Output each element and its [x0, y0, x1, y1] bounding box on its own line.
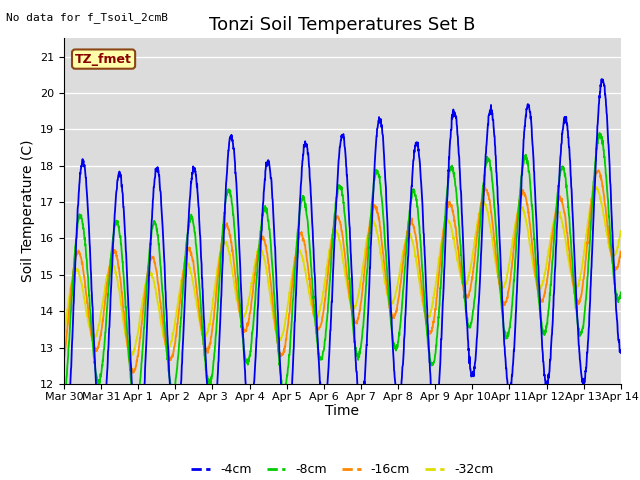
Title: Tonzi Soil Temperatures Set B: Tonzi Soil Temperatures Set B [209, 16, 476, 34]
Text: TZ_fmet: TZ_fmet [75, 53, 132, 66]
X-axis label: Time: Time [325, 405, 360, 419]
Legend: -4cm, -8cm, -16cm, -32cm: -4cm, -8cm, -16cm, -32cm [186, 458, 499, 480]
Text: No data for f_Tsoil_2cmB: No data for f_Tsoil_2cmB [6, 12, 168, 23]
Y-axis label: Soil Temperature (C): Soil Temperature (C) [20, 140, 35, 282]
